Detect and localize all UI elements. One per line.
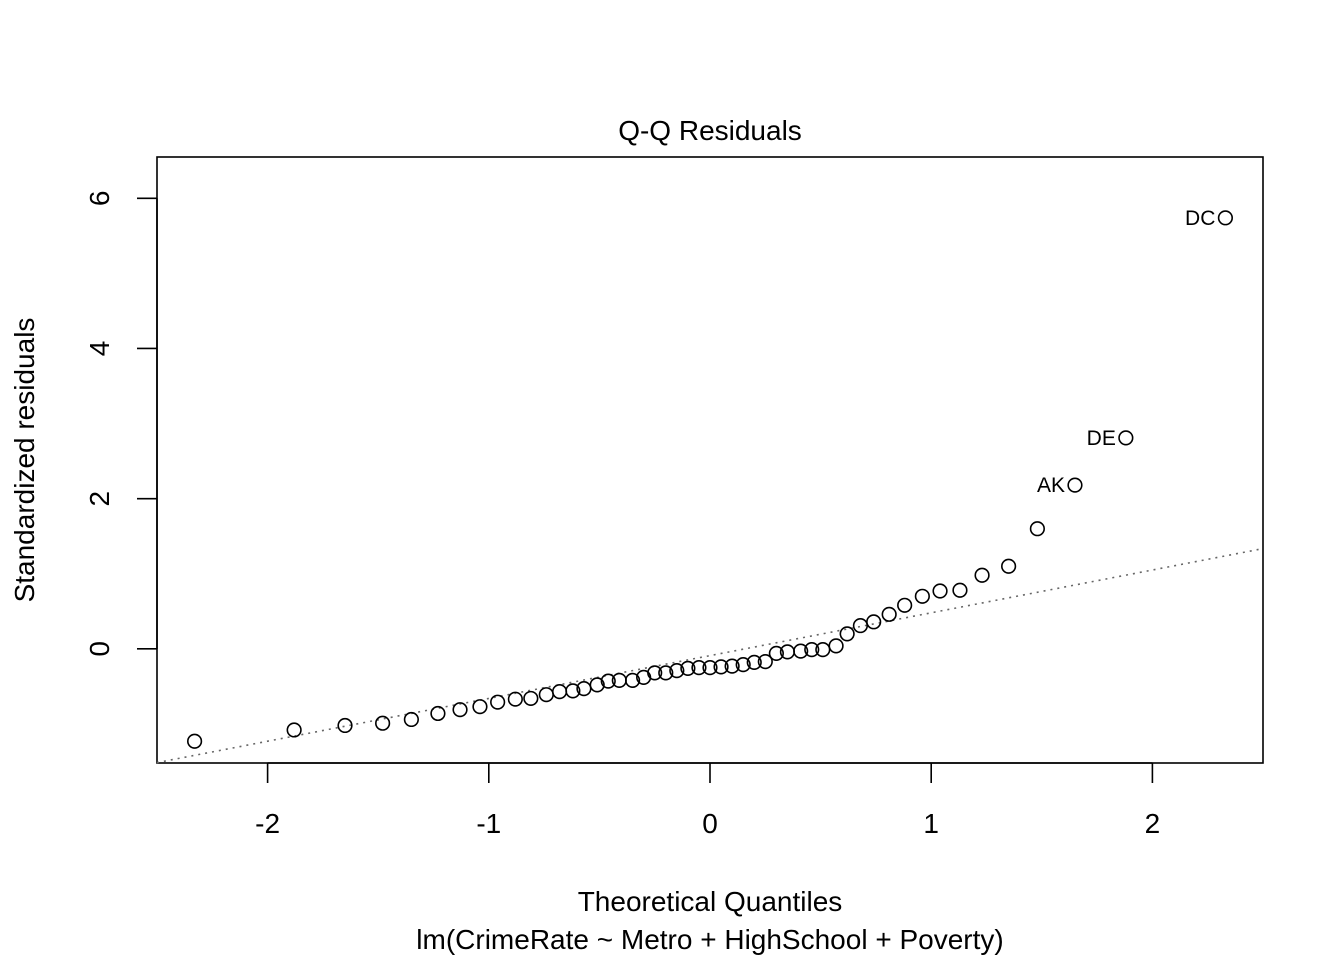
data-point bbox=[724, 658, 740, 674]
data-point bbox=[375, 715, 391, 731]
y-tick-label: 2 bbox=[84, 491, 115, 507]
y-tick-label: 6 bbox=[84, 191, 115, 207]
data-point bbox=[452, 702, 468, 718]
x-axis-sublabel: lm(CrimeRate ~ Metro + HighSchool + Pove… bbox=[416, 924, 1003, 955]
y-tick-label: 0 bbox=[84, 641, 115, 657]
data-point bbox=[669, 663, 685, 679]
data-point bbox=[658, 665, 674, 681]
data-point bbox=[1217, 210, 1233, 226]
y-tick-label: 4 bbox=[84, 341, 115, 357]
data-point bbox=[1118, 430, 1134, 446]
data-point bbox=[974, 567, 990, 583]
data-point bbox=[702, 660, 718, 676]
data-point bbox=[565, 683, 581, 699]
data-point bbox=[624, 672, 641, 688]
qq-reference-line bbox=[156, 547, 1264, 764]
point-label: AK bbox=[1037, 474, 1065, 497]
y-axis-label: Standardized residuals bbox=[9, 318, 40, 603]
data-point bbox=[1029, 521, 1045, 537]
data-point bbox=[538, 687, 554, 703]
data-point bbox=[1001, 558, 1017, 574]
data-point bbox=[793, 643, 809, 659]
data-point bbox=[1067, 477, 1083, 493]
x-axis: -2 -1 0 1 2 bbox=[255, 762, 1161, 839]
data-point bbox=[932, 583, 948, 599]
chart-title: Q-Q Residuals bbox=[618, 115, 802, 146]
data-point bbox=[523, 690, 539, 707]
x-tick-label: 1 bbox=[923, 808, 939, 839]
point-label: DC bbox=[1185, 207, 1215, 230]
data-point bbox=[286, 722, 302, 738]
data-point bbox=[897, 597, 913, 613]
data-point bbox=[337, 717, 353, 734]
point-label: DE bbox=[1087, 427, 1116, 450]
data-point bbox=[952, 582, 968, 598]
data-point bbox=[746, 654, 762, 670]
plot-frame bbox=[156, 156, 1264, 764]
data-point bbox=[757, 654, 773, 670]
x-axis-label: Theoretical Quantiles bbox=[578, 886, 843, 917]
points-layer: AK DE DC bbox=[187, 207, 1233, 749]
data-point bbox=[914, 588, 930, 604]
data-point bbox=[472, 699, 488, 715]
data-point bbox=[839, 626, 855, 642]
data-point bbox=[430, 705, 446, 722]
data-point bbox=[735, 657, 751, 673]
data-point bbox=[680, 660, 696, 676]
data-point bbox=[551, 684, 568, 700]
y-axis: 0 2 4 6 bbox=[84, 191, 158, 657]
data-point bbox=[881, 606, 897, 622]
data-point bbox=[589, 677, 605, 693]
x-tick-label: -1 bbox=[476, 808, 501, 839]
data-point bbox=[507, 691, 523, 707]
data-point bbox=[403, 711, 419, 728]
x-tick-label: 2 bbox=[1145, 808, 1161, 839]
reference-line-layer bbox=[156, 547, 1264, 764]
data-point bbox=[187, 733, 203, 749]
data-point bbox=[768, 645, 784, 661]
data-point bbox=[600, 673, 616, 689]
data-point bbox=[828, 638, 844, 654]
x-tick-label: 0 bbox=[702, 808, 718, 839]
data-point bbox=[647, 665, 663, 681]
data-point bbox=[490, 694, 506, 710]
data-point bbox=[691, 660, 707, 676]
data-point bbox=[713, 659, 729, 675]
data-point bbox=[804, 642, 820, 658]
data-point bbox=[866, 614, 882, 630]
x-tick-label: -2 bbox=[255, 808, 280, 839]
